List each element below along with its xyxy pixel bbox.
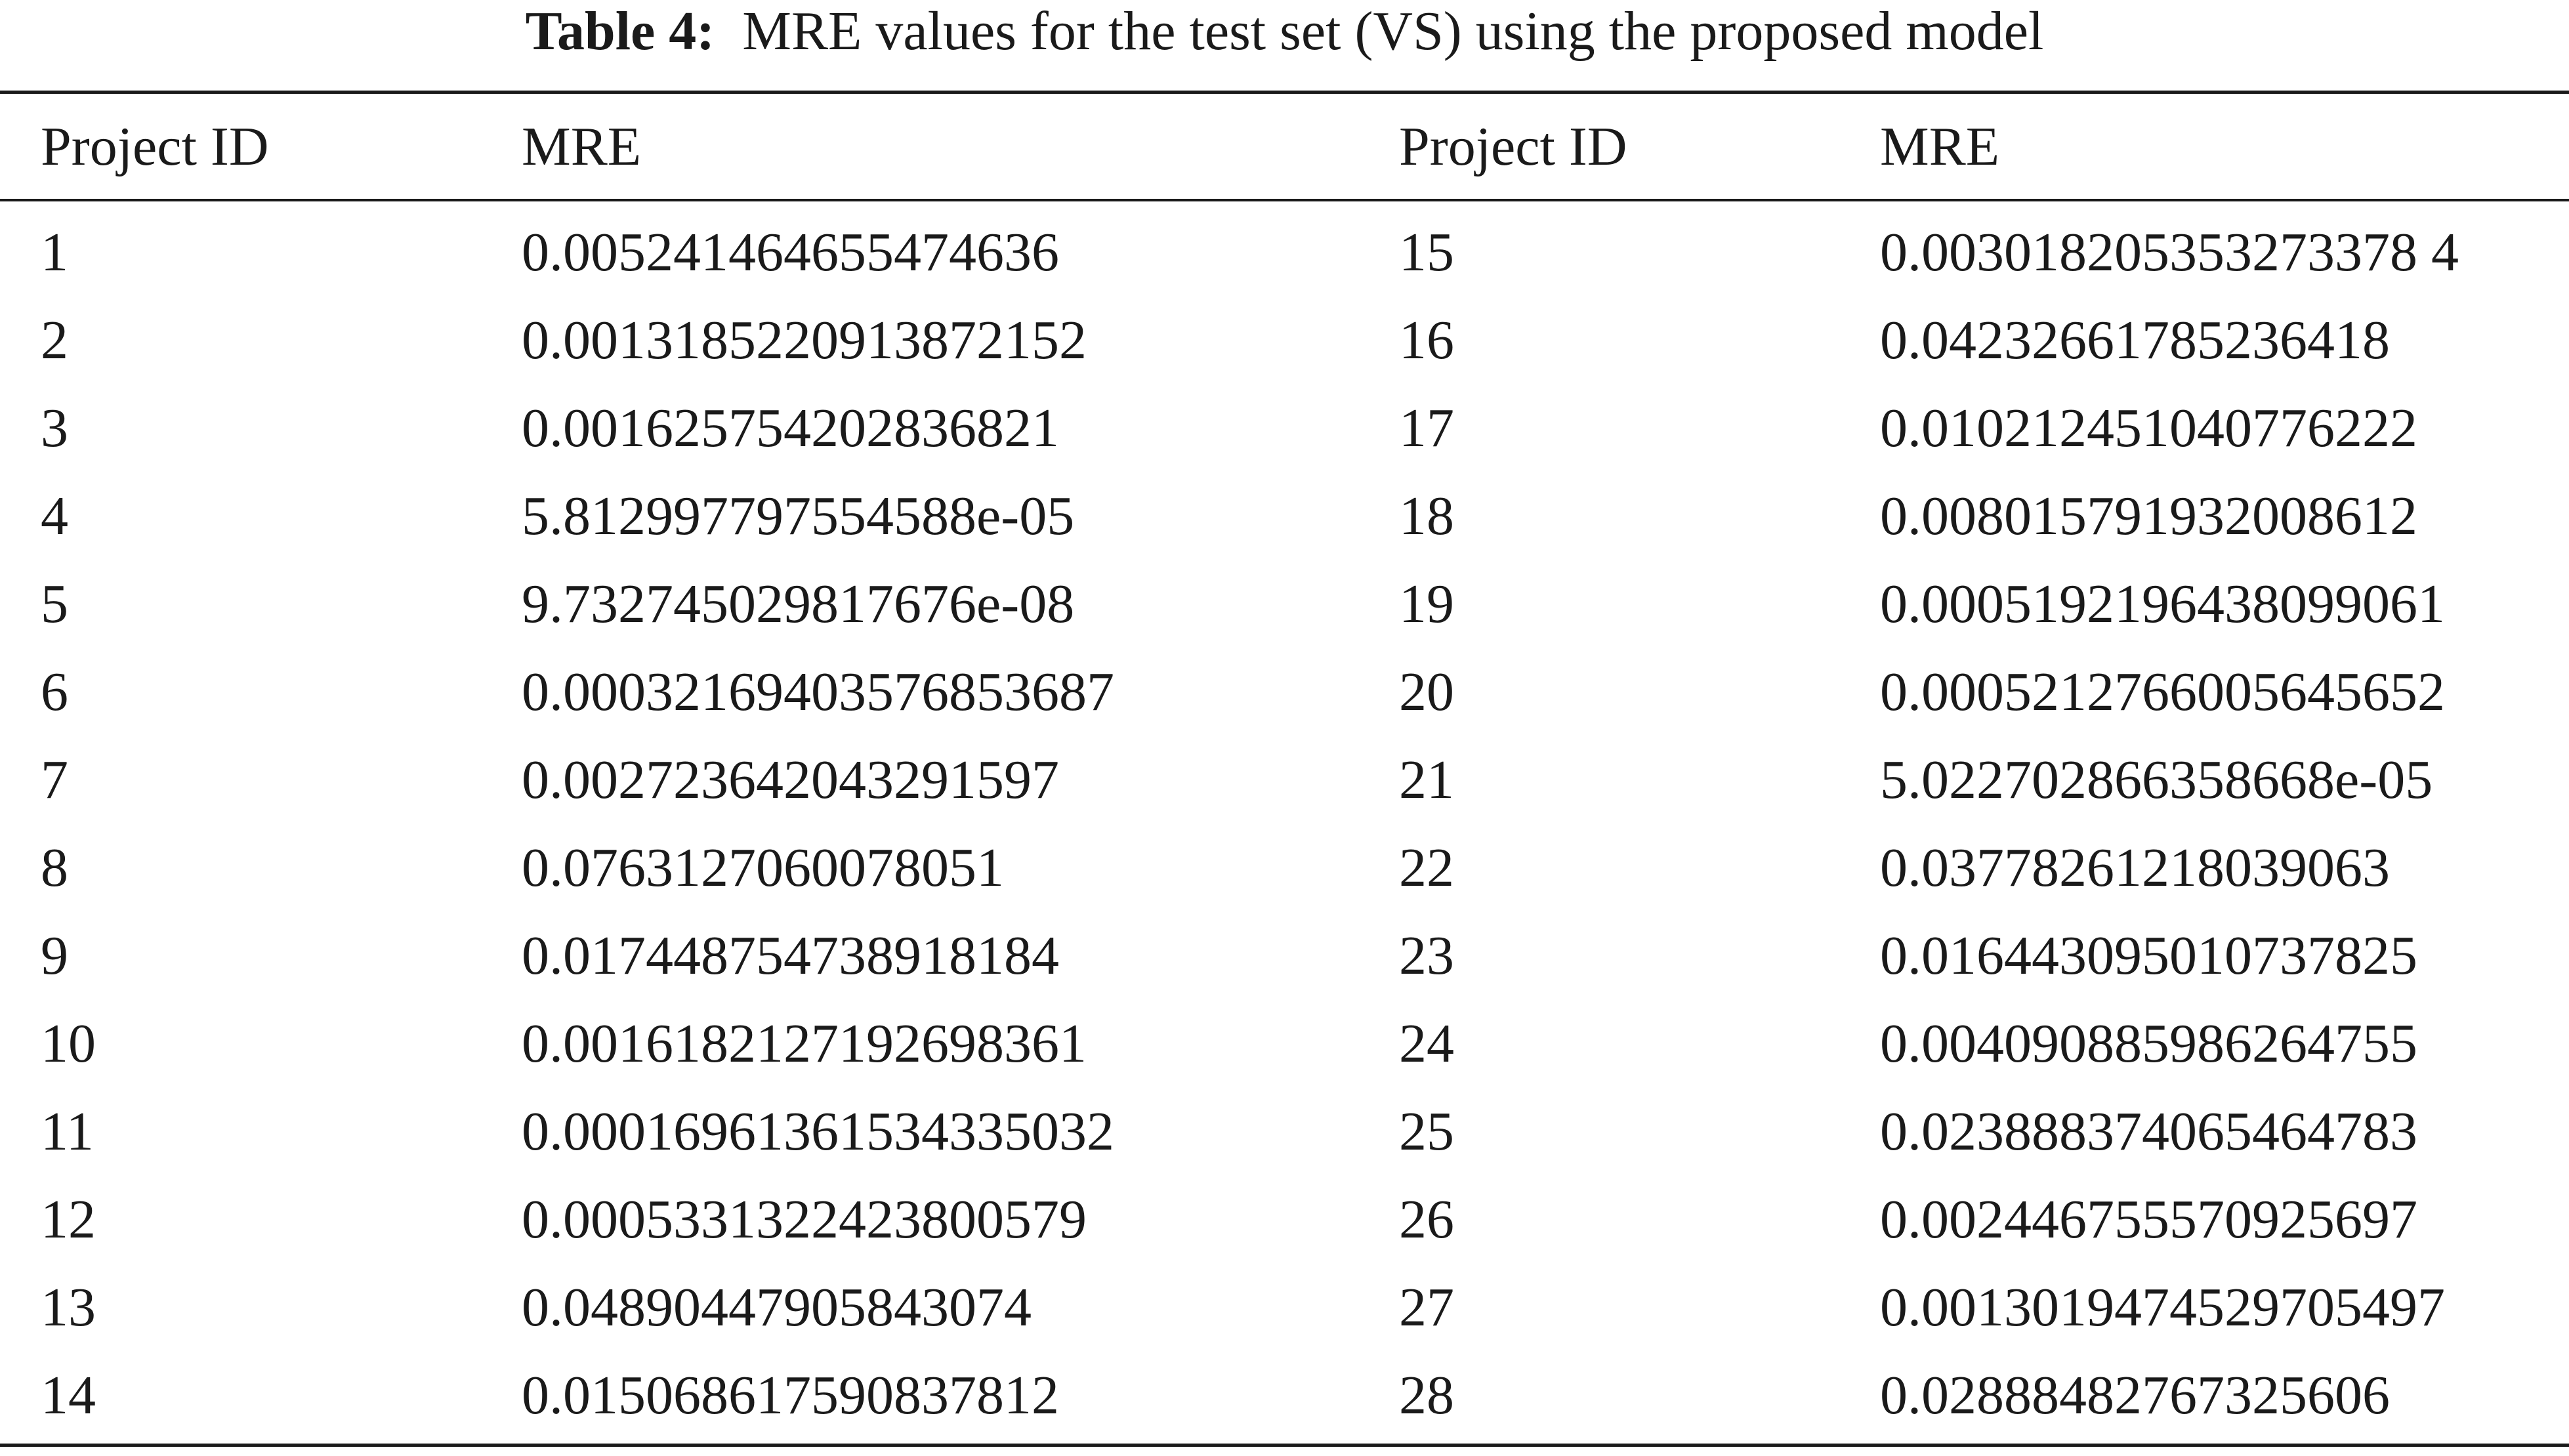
project-id-cell: 12 [41,1189,96,1250]
table-caption: Table 4: MRE values for the test set (VS… [0,0,2569,72]
header-rule [0,199,2569,201]
project-id-cell: 9 [41,925,68,986]
project-id-cell: 15 [1399,222,1454,283]
project-id-cell: 6 [41,661,68,722]
table-row: 13 0.04890447905843074 27 0.001301947452… [0,1276,2569,1348]
project-id-cell: 5 [41,573,68,634]
header-mre-right: MRE [1880,116,2000,177]
table-row: 14 0.015068617590837812 28 0.02888482767… [0,1364,2569,1436]
project-id-cell: 17 [1399,398,1454,459]
project-id-cell: 14 [41,1365,96,1426]
project-id-cell: 7 [41,749,68,810]
project-id-cell: 25 [1399,1101,1454,1162]
project-id-cell: 19 [1399,573,1454,634]
mre-cell: 0.03778261218039063 [1880,837,2390,898]
project-id-cell: 11 [41,1101,94,1162]
mre-cell: 0.0013185220913872152 [522,310,1087,371]
project-id-cell: 8 [41,837,68,898]
project-id-cell: 21 [1399,749,1454,810]
mre-cell: 0.005241464655474636 [522,222,1059,283]
table-row: 5 9.732745029817676e-08 19 0.00051921964… [0,573,2569,645]
mre-cell: 0.02888482767325606 [1880,1365,2390,1426]
caption-text: MRE values for the test set (VS) using t… [742,1,2044,62]
mre-cell: 0.015068617590837812 [522,1365,1059,1426]
top-rule [0,91,2569,94]
project-id-cell: 18 [1399,486,1454,547]
mre-cell: 0.0016182127192698361 [522,1013,1087,1074]
table-row: 4 5.812997797554588e-05 18 0.00801579193… [0,485,2569,557]
project-id-cell: 10 [41,1013,96,1074]
table-row: 9 0.017448754738918184 23 0.016443095010… [0,925,2569,997]
table-row: 1 0.005241464655474636 15 0.003018205353… [0,221,2569,293]
mre-cell: 0.0005212766005645652 [1880,661,2445,722]
project-id-cell: 4 [41,486,68,547]
table-row: 8 0.0763127060078051 22 0.03778261218039… [0,837,2569,909]
mre-cell: 0.0763127060078051 [522,837,1004,898]
mre-cell: 0.004090885986264755 [1880,1013,2417,1074]
table-row: 3 0.001625754202836821 17 0.010212451040… [0,397,2569,469]
mre-cell: 0.00032169403576853687 [522,661,1114,722]
table-row: 12 0.0005331322423800579 26 0.0024467555… [0,1188,2569,1260]
mre-cell: 0.003018205353273378 4 [1880,222,2459,283]
project-id-cell: 2 [41,310,68,371]
table-row: 11 0.00016961361534335032 25 0.023888374… [0,1100,2569,1173]
table-row: 2 0.0013185220913872152 16 0.04232661785… [0,309,2569,381]
project-id-cell: 1 [41,222,68,283]
mre-cell: 0.04232661785236418 [1880,310,2390,371]
mre-cell: 0.010212451040776222 [1880,398,2417,459]
mre-cell: 0.002723642043291597 [522,749,1059,810]
project-id-cell: 28 [1399,1365,1454,1426]
mre-cell: 9.732745029817676e-08 [522,573,1075,634]
mre-cell: 5.812997797554588e-05 [522,486,1075,547]
project-id-cell: 13 [41,1277,96,1338]
project-id-cell: 16 [1399,310,1454,371]
mre-cell: 0.016443095010737825 [1880,925,2417,986]
table-row: 6 0.00032169403576853687 20 0.0005212766… [0,661,2569,733]
mre-cell: 5.022702866358668e-05 [1880,749,2433,810]
mre-cell: 0.017448754738918184 [522,925,1059,986]
project-id-cell: 24 [1399,1013,1454,1074]
project-id-cell: 3 [41,398,68,459]
project-id-cell: 27 [1399,1277,1454,1338]
mre-cell: 0.001625754202836821 [522,398,1059,459]
caption-label: Table 4: [525,1,715,62]
project-id-cell: 22 [1399,837,1454,898]
project-id-cell: 23 [1399,925,1454,986]
mre-cell: 0.0005192196438099061 [1880,573,2445,634]
header-mre-left: MRE [522,116,642,177]
table-row: 7 0.002723642043291597 21 5.022702866358… [0,749,2569,821]
mre-cell: 0.023888374065464783 [1880,1101,2417,1162]
bottom-rule [0,1444,2569,1447]
mre-cell: 0.008015791932008612 [1880,486,2417,547]
project-id-cell: 26 [1399,1189,1454,1250]
mre-cell: 0.0005331322423800579 [522,1189,1087,1250]
header-project-id-left: Project ID [41,116,269,177]
mre-cell: 0.0013019474529705497 [1880,1277,2445,1338]
mre-cell: 0.002446755570925697 [1880,1189,2417,1250]
mre-cell: 0.04890447905843074 [522,1277,1032,1338]
table-row: 10 0.0016182127192698361 24 0.0040908859… [0,1012,2569,1085]
header-project-id-right: Project ID [1399,116,1627,177]
mre-cell: 0.00016961361534335032 [522,1101,1114,1162]
project-id-cell: 20 [1399,661,1454,722]
